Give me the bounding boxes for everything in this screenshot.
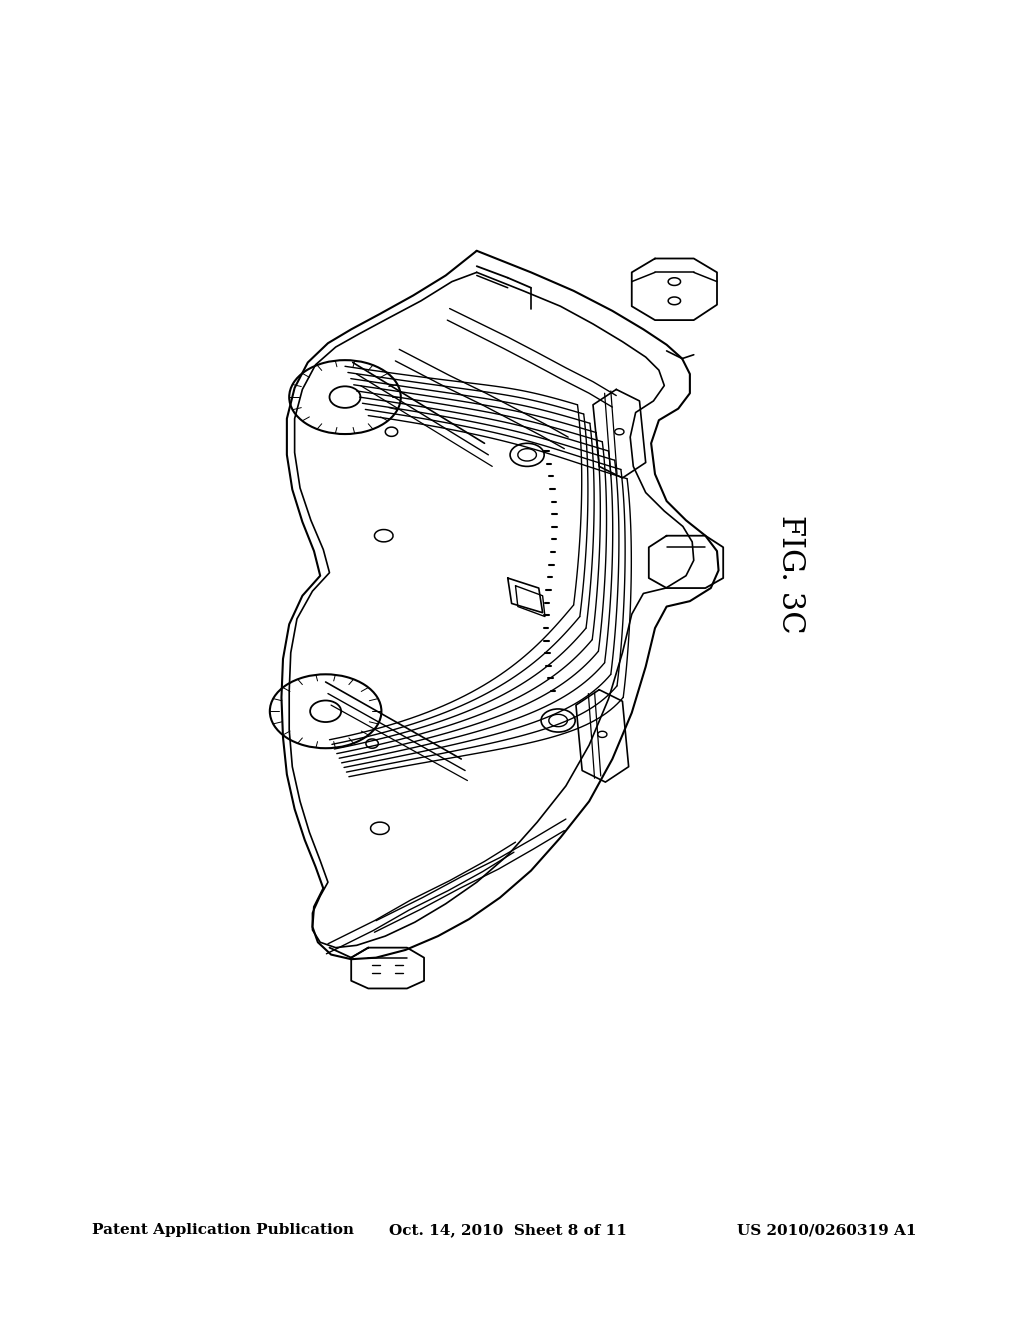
Text: FIG. 3C: FIG. 3C xyxy=(775,515,806,634)
Text: US 2010/0260319 A1: US 2010/0260319 A1 xyxy=(737,1224,916,1237)
Text: Patent Application Publication: Patent Application Publication xyxy=(92,1224,354,1237)
Text: Oct. 14, 2010  Sheet 8 of 11: Oct. 14, 2010 Sheet 8 of 11 xyxy=(389,1224,627,1237)
